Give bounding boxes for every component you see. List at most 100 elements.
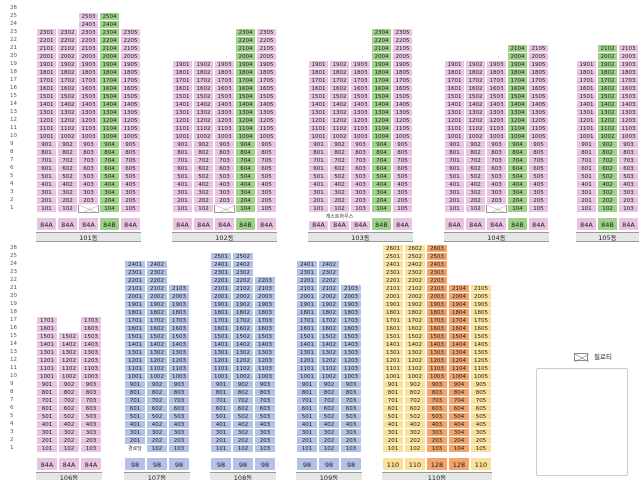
unit-cell[interactable]: 1702 xyxy=(193,76,214,85)
unit-cell[interactable]: 305 xyxy=(256,188,277,197)
unit-cell[interactable]: 1704 xyxy=(371,76,392,85)
unit-cell[interactable]: 102 xyxy=(404,444,426,453)
unit-cell[interactable]: 1201 xyxy=(210,356,232,365)
unit-cell[interactable]: 1702 xyxy=(329,76,350,85)
unit-cell[interactable]: 1102 xyxy=(146,364,168,373)
unit-cell[interactable]: 503 xyxy=(350,172,371,181)
unit-cell[interactable]: 603 xyxy=(254,404,276,413)
unit-cell[interactable]: 101 xyxy=(576,204,597,213)
unit-cell[interactable]: 304 xyxy=(507,188,528,197)
unit-cell[interactable]: 302 xyxy=(57,188,78,197)
unit-cell[interactable]: 1901 xyxy=(296,300,318,309)
unit-cell[interactable]: 1502 xyxy=(58,332,80,341)
unit-cell[interactable]: 304 xyxy=(99,188,120,197)
unit-cell[interactable]: 504 xyxy=(235,172,256,181)
unit-cell[interactable]: 904 xyxy=(507,140,528,149)
unit-cell[interactable]: 201 xyxy=(36,436,58,445)
unit-cell[interactable]: 705 xyxy=(470,396,492,405)
unit-cell[interactable]: 701 xyxy=(296,396,318,405)
unit-cell[interactable]: 1902 xyxy=(146,300,168,309)
unit-cell[interactable]: 1703 xyxy=(618,76,639,85)
unit-cell[interactable]: 1601 xyxy=(308,84,329,93)
unit-cell[interactable]: 1601 xyxy=(296,324,318,333)
unit-cell[interactable]: 1505 xyxy=(470,332,492,341)
unit-cell[interactable]: 503 xyxy=(168,412,190,421)
unit-cell[interactable]: 2103 xyxy=(618,44,639,53)
unit-cell[interactable]: 1304 xyxy=(448,348,470,357)
unit-cell[interactable]: 2002 xyxy=(57,52,78,61)
unit-cell[interactable]: 1602 xyxy=(146,324,168,333)
unit-cell[interactable]: 101 xyxy=(36,444,58,453)
unit-cell[interactable]: 1103 xyxy=(618,124,639,133)
unit-cell[interactable]: 202 xyxy=(404,436,426,445)
unit-cell[interactable]: 1203 xyxy=(340,356,362,365)
unit-cell[interactable]: 2104 xyxy=(99,44,120,53)
unit-cell[interactable]: 102 xyxy=(57,204,78,213)
unit-cell[interactable]: 1104 xyxy=(371,124,392,133)
unit-cell[interactable]: 302 xyxy=(597,188,618,197)
unit-cell[interactable]: 401 xyxy=(382,420,404,429)
unit-cell[interactable]: 503 xyxy=(426,412,448,421)
unit-cell[interactable]: 803 xyxy=(168,388,190,397)
unit-cell[interactable]: 2301 xyxy=(382,268,404,277)
unit-cell[interactable]: 1601 xyxy=(36,324,58,333)
unit-cell[interactable]: 2005 xyxy=(470,292,492,301)
unit-cell[interactable]: 101 xyxy=(382,444,404,453)
unit-cell[interactable]: 101 xyxy=(444,204,465,213)
unit-cell[interactable]: 605 xyxy=(392,164,413,173)
unit-cell[interactable]: 1303 xyxy=(254,348,276,357)
unit-cell[interactable]: 1903 xyxy=(350,60,371,69)
unit-cell[interactable]: 802 xyxy=(232,388,254,397)
unit-cell[interactable]: 1003 xyxy=(350,132,371,141)
unit-cell[interactable]: 701 xyxy=(382,396,404,405)
unit-cell[interactable]: 1303 xyxy=(426,348,448,357)
unit-cell[interactable]: 702 xyxy=(465,156,486,165)
unit-cell[interactable]: 1802 xyxy=(465,68,486,77)
unit-cell[interactable]: 2105 xyxy=(120,44,141,53)
unit-cell[interactable]: 1203 xyxy=(618,116,639,125)
unit-cell[interactable]: 502 xyxy=(318,412,340,421)
unit-cell[interactable]: 902 xyxy=(404,380,426,389)
unit-cell[interactable]: 1005 xyxy=(470,372,492,381)
unit-cell[interactable]: 502 xyxy=(193,172,214,181)
unit-cell[interactable]: 1202 xyxy=(465,116,486,125)
unit-cell[interactable]: 1105 xyxy=(528,124,549,133)
unit-cell[interactable]: 1205 xyxy=(392,116,413,125)
unit-cell[interactable]: 1801 xyxy=(36,68,57,77)
unit-cell[interactable]: 1501 xyxy=(124,332,146,341)
unit-cell[interactable]: 1103 xyxy=(214,124,235,133)
unit-cell[interactable]: 1404 xyxy=(99,100,120,109)
unit-cell[interactable]: 1802 xyxy=(318,308,340,317)
unit-cell[interactable]: 2601 xyxy=(382,244,404,253)
unit-cell[interactable]: 1605 xyxy=(120,84,141,93)
unit-cell[interactable]: 1504 xyxy=(371,92,392,101)
unit-cell[interactable]: 1103 xyxy=(340,364,362,373)
unit-cell[interactable]: 501 xyxy=(36,172,57,181)
unit-cell[interactable]: 1003 xyxy=(340,372,362,381)
unit-cell[interactable]: 1902 xyxy=(404,300,426,309)
unit-cell[interactable]: 202 xyxy=(58,436,80,445)
unit-cell[interactable]: 105 xyxy=(470,444,492,453)
unit-cell[interactable]: 1003 xyxy=(168,372,190,381)
unit-cell[interactable]: 304 xyxy=(448,428,470,437)
unit-cell[interactable]: 601 xyxy=(36,404,58,413)
unit-cell[interactable]: 503 xyxy=(78,172,99,181)
unit-cell[interactable]: 302 xyxy=(404,428,426,437)
unit-cell[interactable]: 901 xyxy=(308,140,329,149)
unit-cell[interactable]: 1904 xyxy=(99,60,120,69)
unit-cell[interactable]: 1701 xyxy=(576,76,597,85)
unit-cell[interactable]: 1702 xyxy=(465,76,486,85)
unit-cell[interactable]: 1101 xyxy=(36,124,57,133)
unit-cell[interactable]: 205 xyxy=(392,196,413,205)
unit-cell[interactable]: 1805 xyxy=(528,68,549,77)
unit-cell[interactable]: 2004 xyxy=(371,52,392,61)
unit-cell[interactable]: 1901 xyxy=(124,300,146,309)
unit-cell[interactable]: 1603 xyxy=(426,324,448,333)
unit-cell[interactable]: 1401 xyxy=(36,340,58,349)
unit-cell[interactable]: 2203 xyxy=(426,276,448,285)
unit-cell[interactable]: 702 xyxy=(193,156,214,165)
unit-cell[interactable]: 1402 xyxy=(193,100,214,109)
unit-cell[interactable]: 2003 xyxy=(618,52,639,61)
unit-cell[interactable]: 405 xyxy=(528,180,549,189)
unit-cell[interactable]: 405 xyxy=(120,180,141,189)
